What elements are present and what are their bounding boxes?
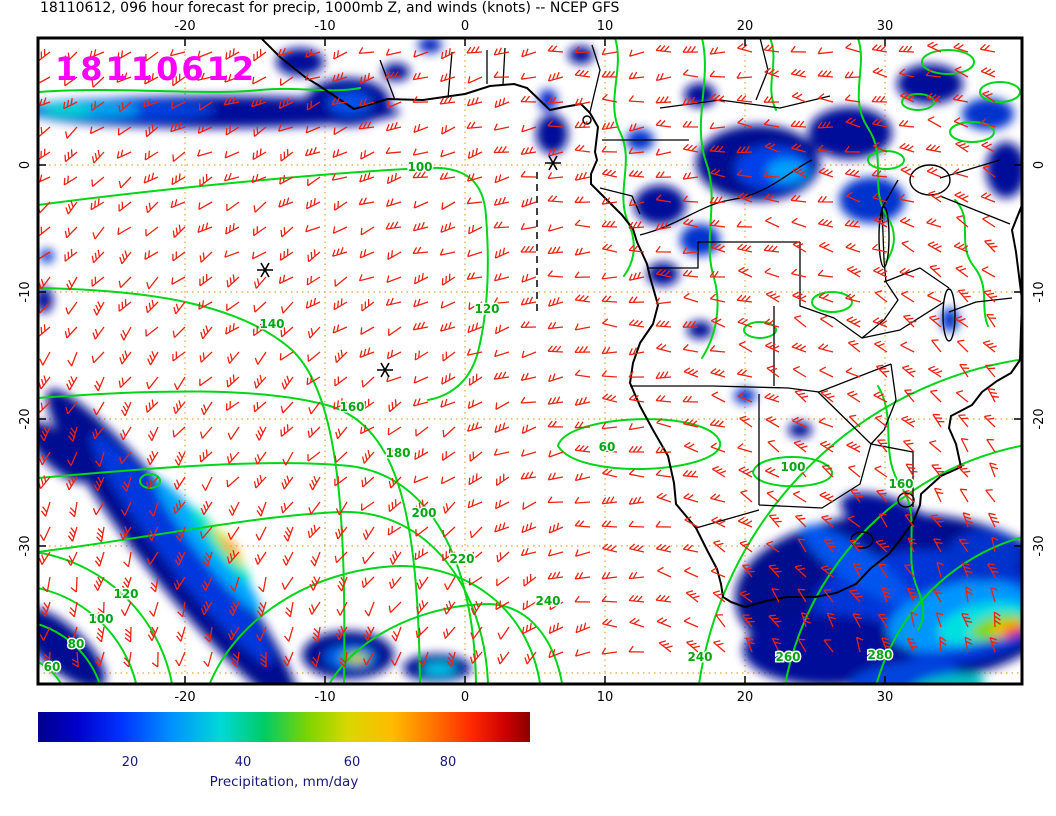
contour-label: 160	[339, 400, 364, 414]
x-axis-bottom-labels: -20 -10 0 10 20 30	[174, 690, 893, 705]
contour-label: 100	[780, 460, 805, 474]
contour-label: 200	[411, 506, 436, 520]
x-tick-label: 20	[737, 690, 754, 705]
y-axis-right-labels: 0 -10 -20 -30	[1032, 161, 1047, 557]
plot-title: 18110612, 096 hour forecast for precip, …	[40, 0, 620, 16]
axis-ticks	[38, 38, 1022, 684]
y-tick-label: -10	[18, 281, 33, 302]
y-tick-label: -20	[1032, 408, 1047, 429]
x-tick-label: 0	[461, 19, 469, 34]
wind-barb-glyphs	[38, 41, 1001, 668]
colorbar-tick-label: 40	[235, 755, 252, 770]
y-tick-label: -30	[18, 535, 33, 556]
y-tick-label: -30	[1032, 535, 1047, 556]
contour-label: 240	[687, 650, 712, 664]
country-borders	[379, 38, 1013, 529]
contour-label: 120	[113, 587, 138, 601]
x-axis-top-labels: -20 -10 0 10 20 30	[174, 19, 893, 34]
contour-label: 180	[385, 446, 410, 460]
x-tick-label: -10	[314, 690, 335, 705]
contour-label: 140	[259, 317, 284, 331]
colorbar-tick-label: 60	[344, 755, 361, 770]
colorbar: 20 40 60 80 Precipitation, mm/day	[38, 712, 530, 790]
y-axis-left-labels: 0 -10 -20 -30	[18, 161, 33, 557]
contour-label: 60	[44, 660, 61, 674]
colorbar-gradient	[38, 712, 530, 742]
x-tick-label: -20	[174, 19, 195, 34]
contour-label: 260	[775, 650, 800, 664]
contour-label: 100	[88, 612, 113, 626]
x-tick-label: 30	[877, 19, 894, 34]
contour-label: 240	[535, 594, 560, 608]
x-tick-label: -20	[174, 690, 195, 705]
x-tick-label: 20	[737, 19, 754, 34]
contour-label: 60	[599, 440, 616, 454]
contour-label: 160	[888, 477, 913, 491]
x-tick-label: 10	[597, 690, 614, 705]
x-tick-label: -10	[314, 19, 335, 34]
colorbar-title: Precipitation, mm/day	[210, 774, 359, 790]
storm-markers	[257, 155, 561, 378]
contour-label: 280	[867, 648, 892, 662]
x-tick-label: 30	[877, 690, 894, 705]
y-tick-label: -20	[18, 408, 33, 429]
contour-label: 220	[449, 552, 474, 566]
colorbar-tick-label: 80	[440, 755, 457, 770]
x-tick-label: 10	[597, 19, 614, 34]
contour-label: 80	[68, 637, 85, 651]
plot-border	[36, 36, 1024, 686]
wind-barbs	[38, 41, 1001, 668]
y-tick-label: -10	[1032, 281, 1047, 302]
asterisk-marker	[257, 262, 273, 278]
y-tick-label: 0	[18, 161, 33, 169]
x-tick-label: 0	[461, 690, 469, 705]
init-time-stamp: 18110612	[55, 50, 257, 88]
island-bioko	[582, 115, 592, 125]
contour-labels: 100 120 140 160 180 200 220 240 240 260 …	[42, 159, 915, 676]
y-tick-label: 0	[1032, 161, 1047, 169]
asterisk-marker	[377, 362, 393, 378]
contour-label: 100	[407, 160, 432, 174]
asterisk-marker	[545, 155, 561, 171]
coastline	[260, 38, 1022, 608]
colorbar-tick-label: 20	[122, 755, 139, 770]
height-contours	[38, 38, 1022, 684]
contour-label: 120	[474, 302, 499, 316]
